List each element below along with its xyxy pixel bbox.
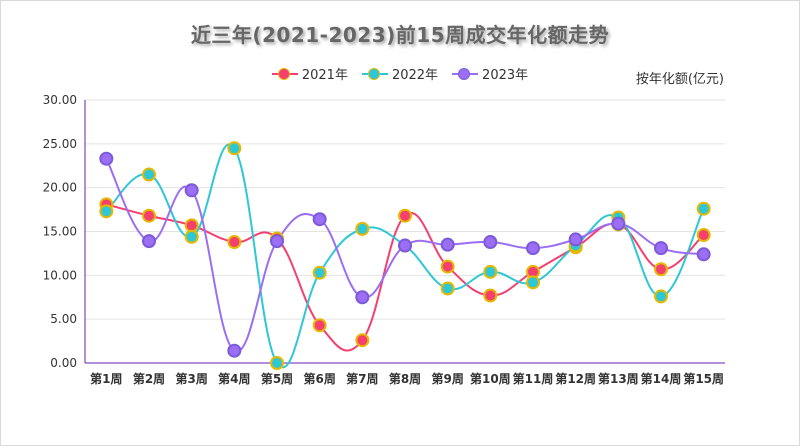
- data-point: [483, 288, 498, 303]
- data-point: [440, 281, 455, 296]
- data-point: [526, 241, 540, 256]
- data-point: [398, 208, 412, 223]
- data-point: [99, 204, 114, 219]
- legend-label: 2022年: [391, 68, 439, 83]
- x-tick-label: 第14周: [641, 371, 682, 386]
- x-tick-label: 第3周: [175, 371, 207, 386]
- x-tick-label: 第12周: [555, 371, 596, 386]
- series-line-1: [105, 143, 705, 369]
- legend-item[interactable]: 2023年: [452, 64, 528, 83]
- y-tick-label: 15.00: [43, 225, 77, 239]
- data-point: [270, 356, 284, 370]
- data-point: [227, 235, 242, 250]
- data-point: [526, 275, 540, 290]
- legend-label: 2023年: [482, 68, 529, 83]
- data-point: [654, 241, 668, 256]
- chart-title: 近三年(2021-2023)前15周成交年化额走势: [190, 23, 610, 47]
- data-point: [142, 234, 156, 249]
- axes: 0.005.0010.0015.0020.0025.0030.00第1周 第2周第…: [43, 93, 725, 386]
- y-tick-label: 10.00: [43, 268, 77, 282]
- y-tick-label: 30.00: [43, 93, 77, 107]
- data-point: [355, 333, 370, 348]
- series-markers: [99, 141, 711, 370]
- data-point: [355, 221, 370, 236]
- data-point: [227, 141, 242, 156]
- legend-dot: [458, 67, 471, 80]
- x-tick-label: 第13周: [598, 371, 639, 386]
- data-point: [483, 235, 498, 250]
- data-point: [611, 216, 626, 231]
- data-point: [440, 237, 455, 252]
- x-tick-label: 第6周: [303, 371, 335, 386]
- data-point: [696, 247, 711, 262]
- x-tick-label: 第4周: [218, 371, 250, 386]
- legend-label: 2021年: [301, 68, 348, 83]
- x-tick-label: 第15周: [683, 371, 724, 386]
- data-point: [227, 343, 242, 358]
- data-point: [184, 183, 199, 198]
- data-point: [270, 234, 284, 249]
- y-tick-label: 5.00: [50, 312, 77, 326]
- legend-symbol: [452, 67, 479, 80]
- data-point: [312, 265, 327, 280]
- data-point: [142, 167, 156, 182]
- legend-dot: [277, 67, 290, 80]
- data-point: [142, 208, 156, 223]
- data-point: [184, 229, 199, 244]
- data-point: [99, 151, 114, 166]
- x-tick-label: 第10周: [470, 371, 511, 386]
- y-tick-label: 0.00: [50, 356, 77, 370]
- data-point: [483, 264, 498, 279]
- y-tick-label: 25.00: [43, 137, 77, 151]
- data-point: [696, 201, 711, 216]
- x-tick-label: 第7周: [346, 371, 378, 386]
- y-tick-label: 20.00: [43, 181, 77, 195]
- x-tick-label: 第2周: [133, 371, 165, 386]
- data-point: [184, 218, 199, 233]
- legend-symbol: [361, 67, 388, 80]
- data-point: [398, 238, 412, 253]
- data-point: [696, 228, 711, 243]
- x-tick-label: 第1周: [90, 371, 122, 386]
- data-point: [312, 318, 327, 333]
- series-lines: [105, 143, 705, 369]
- data-point: [355, 290, 370, 305]
- y-axis-unit-label: 按年化额(亿元): [635, 72, 724, 87]
- legend-item[interactable]: 2022年: [361, 64, 439, 83]
- legend-item[interactable]: 2021年: [271, 64, 348, 83]
- x-tick-label: 第9周: [431, 371, 463, 386]
- legend-dot: [367, 67, 380, 80]
- data-point: [312, 212, 327, 227]
- legend-symbol: [271, 67, 298, 80]
- data-point: [568, 232, 583, 247]
- data-point: [654, 262, 668, 277]
- x-tick-label: 第11周: [513, 371, 554, 386]
- chart-legend: 2021年 2022年 2023年: [0, 64, 800, 83]
- data-point: [654, 289, 668, 304]
- data-point: [440, 259, 455, 274]
- x-tick-label: 第5周: [261, 371, 293, 386]
- x-tick-label: 第8周: [389, 371, 421, 386]
